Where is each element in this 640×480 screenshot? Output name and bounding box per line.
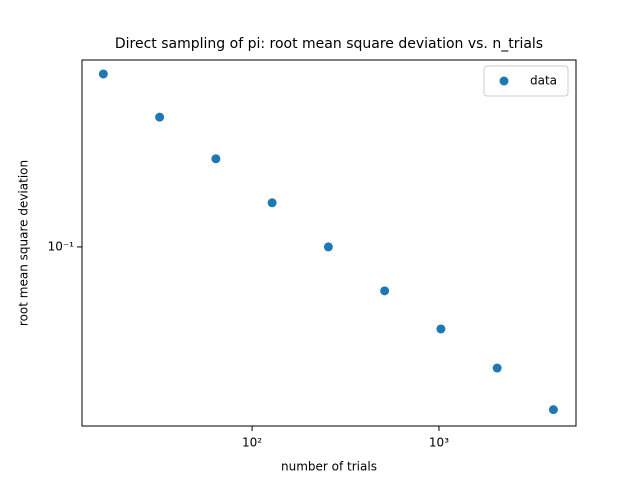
data-point [492, 363, 502, 373]
data-point [436, 324, 446, 334]
legend-label: data [530, 74, 557, 88]
legend-box [483, 65, 569, 97]
data-point [211, 154, 221, 164]
y-axis-label: root mean square deviation [17, 160, 31, 326]
data-point [98, 69, 108, 79]
data-point [548, 405, 558, 415]
legend-marker [499, 76, 509, 86]
x-tick-label: 10² [242, 436, 262, 450]
y-tick-label: 10⁻¹ [48, 239, 75, 253]
plot-frame [81, 59, 577, 427]
chart-title: Direct sampling of pi: root mean square … [115, 36, 543, 52]
data-point [155, 112, 165, 122]
data-point [380, 286, 390, 296]
x-axis-label: number of trials [281, 460, 377, 474]
data-point [323, 242, 333, 252]
data-point [267, 198, 277, 208]
x-tick-label: 10³ [429, 436, 449, 450]
